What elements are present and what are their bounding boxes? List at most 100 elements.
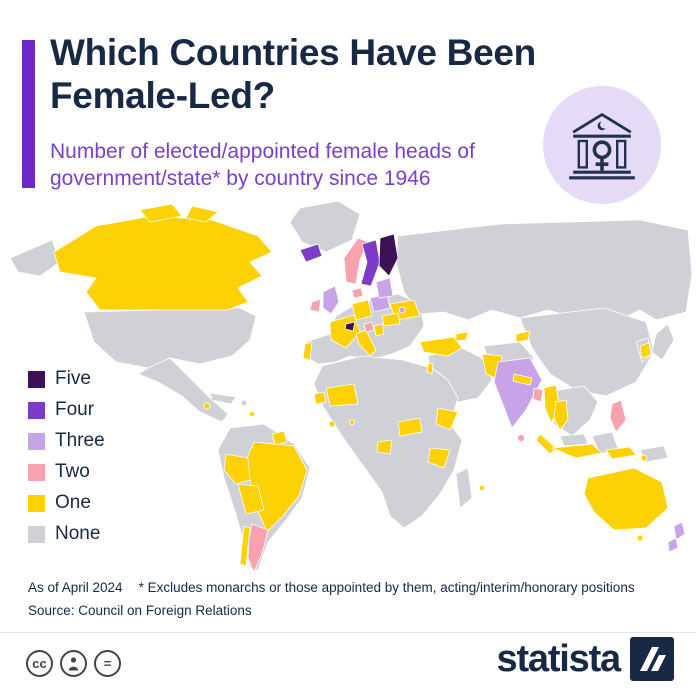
legend-item: One: [28, 492, 105, 514]
legend-swatch: [28, 463, 45, 481]
region-sri-lanka: [517, 434, 525, 442]
statista-branding: statista: [497, 637, 674, 681]
title-accent-bar: [22, 40, 35, 188]
region-australia: [583, 467, 669, 531]
source-line: Source: Council on Foreign Relations: [28, 603, 252, 618]
region-canada-islands-1: [139, 203, 183, 223]
legend-label: Four: [55, 399, 95, 420]
region-togo: [348, 418, 355, 425]
as-of-date: As of April 2024: [28, 580, 123, 595]
government-building-icon: [569, 113, 635, 180]
attribution-person-icon: [60, 650, 87, 677]
crescent-icon: [597, 120, 609, 131]
region-usa: [83, 307, 257, 369]
region-indonesia-java: [551, 443, 603, 459]
equals-icon: =: [94, 650, 121, 677]
region-new-zealand-south: [667, 537, 679, 553]
region-alaska: [9, 239, 61, 277]
region-italy: [355, 329, 377, 357]
page-title: Which Countries Have Been Female-Led?: [50, 32, 536, 116]
legend-item: Four: [28, 399, 105, 421]
region-mali: [325, 383, 359, 407]
region-nepal: [512, 373, 533, 386]
female-symbol-icon: [592, 140, 612, 171]
legend-label: One: [55, 492, 91, 513]
region-peru: [223, 453, 251, 485]
legend: Five Four Three Two One None: [28, 368, 105, 545]
region-mauritius: [478, 484, 485, 491]
region-thailand: [553, 399, 569, 431]
region-gabon: [376, 439, 393, 455]
legend-swatch: [28, 432, 45, 450]
region-cuba: [209, 392, 237, 405]
region-indonesia-island: [640, 454, 648, 462]
region-south-korea: [639, 342, 652, 359]
region-indonesia-east: [605, 446, 637, 460]
region-israel: [426, 362, 434, 375]
region-chile: [239, 525, 251, 567]
legend-item: None: [28, 523, 105, 545]
legend-item: Five: [28, 368, 105, 390]
region-madagascar: [455, 467, 473, 509]
region-philippines: [609, 399, 627, 433]
region-russia: [395, 219, 693, 321]
region-argentina: [247, 523, 269, 573]
region-bangladesh: [532, 387, 544, 403]
legend-swatch: [28, 401, 45, 419]
footer-divider: [0, 632, 696, 633]
statista-logo-icon: [630, 637, 674, 681]
legend-label: Five: [55, 368, 91, 389]
legend-label: Two: [55, 461, 90, 482]
page-subtitle: Number of elected/appointed female heads…: [50, 140, 475, 191]
legend-swatch: [28, 370, 45, 388]
world-map: [9, 200, 693, 573]
region-tanzania: [427, 447, 451, 469]
region-japan: [651, 323, 675, 361]
region-moldova: [398, 306, 406, 314]
cc-label: cc: [32, 656, 47, 671]
region-finland: [378, 233, 399, 277]
legend-label: Three: [55, 430, 105, 451]
region-central-african-republic: [397, 417, 423, 437]
legend-item: Two: [28, 461, 105, 483]
region-ireland: [309, 298, 322, 313]
region-uk: [322, 285, 340, 315]
region-malaysia: [559, 433, 589, 447]
region-hispaniola: [240, 399, 248, 407]
region-tasmania: [636, 534, 644, 542]
cc-icon: cc: [26, 650, 53, 677]
region-germany: [351, 299, 373, 321]
region-bolivia: [237, 483, 265, 515]
region-canada: [53, 215, 273, 311]
region-denmark: [351, 287, 364, 299]
footnote-line: As of April 2024 * Excludes monarchs or t…: [28, 580, 635, 595]
region-kyrgyzstan: [515, 330, 531, 343]
region-india: [493, 357, 543, 429]
building-column-left: [577, 139, 588, 169]
region-norway: [343, 237, 369, 285]
topic-badge: [543, 86, 661, 204]
region-switzerland: [344, 321, 356, 332]
footnote-text: * Excludes monarchs or those appointed b…: [138, 580, 635, 595]
region-mexico: [137, 357, 229, 423]
building-column-right: [616, 139, 627, 169]
region-liberia: [328, 420, 336, 428]
legend-item: Three: [28, 430, 105, 452]
person-glyph: [68, 656, 79, 670]
license-icons: cc =: [26, 650, 121, 677]
region-greenland: [289, 200, 361, 253]
region-nicaragua: [203, 402, 211, 410]
region-iceland: [299, 243, 323, 263]
region-china: [519, 307, 655, 397]
region-new-zealand-north: [673, 521, 686, 541]
legend-swatch: [28, 494, 45, 512]
region-romania: [381, 312, 401, 327]
region-indonesia-sumatra: [535, 433, 557, 455]
building-roof: [572, 113, 632, 134]
region-borneo: [591, 431, 619, 455]
region-croatia: [363, 321, 375, 333]
region-ethiopia: [435, 407, 459, 431]
statista-wordmark: statista: [496, 637, 622, 680]
legend-swatch: [28, 525, 45, 543]
